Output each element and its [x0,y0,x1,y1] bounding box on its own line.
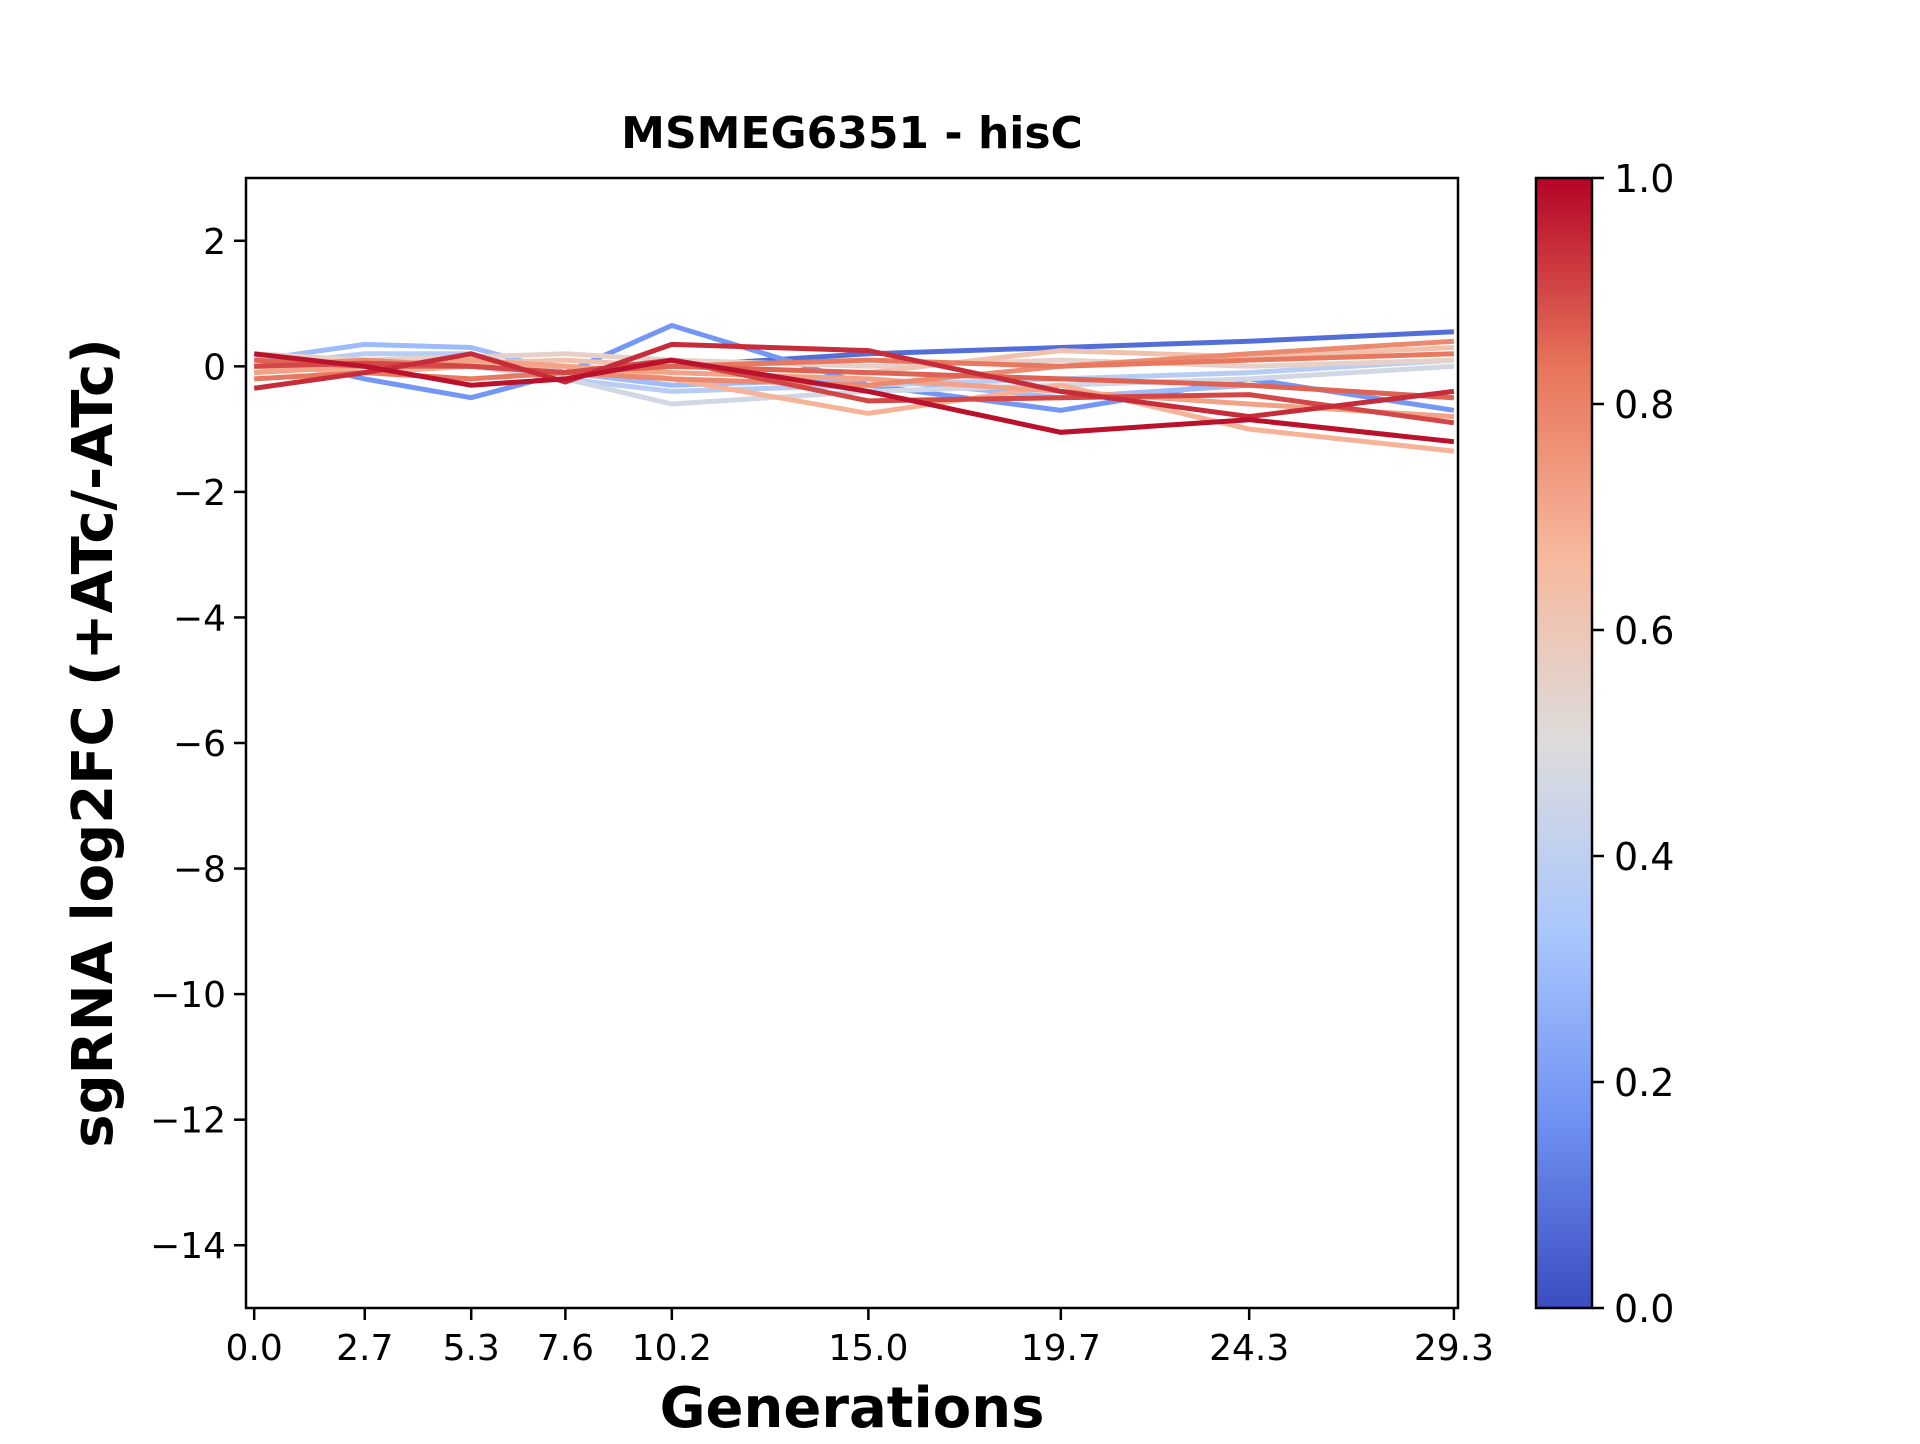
colorbar: 0.0 0.2 0.4 0.6 0.8 1.0 [1534,157,1674,1331]
series-line-14 [253,351,1455,445]
colorbar-tick-label: 0.8 [1614,383,1674,427]
y-tick-label: −4 [173,598,226,639]
colorbar-gradient [1536,178,1592,1308]
colorbar-ticks: 0.0 0.2 0.4 0.6 0.8 1.0 [1592,157,1674,1331]
x-axis-label: Generations [660,1376,1045,1440]
y-tick-label: −6 [173,724,226,765]
x-tick-label: 10.2 [632,1328,712,1369]
chart-title: MSMEG6351 - hisC [621,108,1083,159]
x-axis: 0.0 2.7 5.3 7.6 10.2 15.0 19.7 24.3 29.3 [226,1308,1494,1369]
y-axis: 2 0 −2 −4 −6 −8 −10 −12 −14 [150,222,246,1267]
x-tick-label: 19.7 [1021,1328,1101,1369]
colorbar-tick-label: 0.4 [1614,835,1674,879]
y-tick-label: −12 [150,1101,226,1142]
y-tick-label: −2 [173,473,226,514]
plot-area [244,176,1460,1310]
colorbar-tick-label: 0.0 [1614,1287,1674,1331]
y-tick-label: 2 [203,222,226,263]
x-tick-label: 2.7 [336,1328,393,1369]
x-tick-label: 5.3 [443,1328,500,1369]
y-tick-label: −10 [150,975,226,1016]
x-tick-label: 15.0 [828,1328,908,1369]
x-tick-label: 24.3 [1209,1328,1289,1369]
y-axis-label: sgRNA log2FC (+ATc/-ATc) [61,338,126,1148]
series-line-3 [253,351,1455,394]
colorbar-tick-label: 1.0 [1614,157,1674,201]
series-line-13 [253,341,1455,420]
x-tick-label: 7.6 [537,1328,594,1369]
series-line-2 [253,341,1455,401]
y-tick-label: −14 [150,1226,226,1267]
colorbar-frame [1534,176,1594,1310]
colorbar-tick-label: 0.6 [1614,609,1674,653]
x-tick-label: 29.3 [1414,1328,1494,1369]
y-tick-label: 0 [203,347,226,388]
series-layer [253,322,1455,454]
colorbar-tick-label: 0.2 [1614,1061,1674,1105]
y-tick-label: −8 [173,850,226,891]
x-tick-label: 0.0 [226,1328,283,1369]
